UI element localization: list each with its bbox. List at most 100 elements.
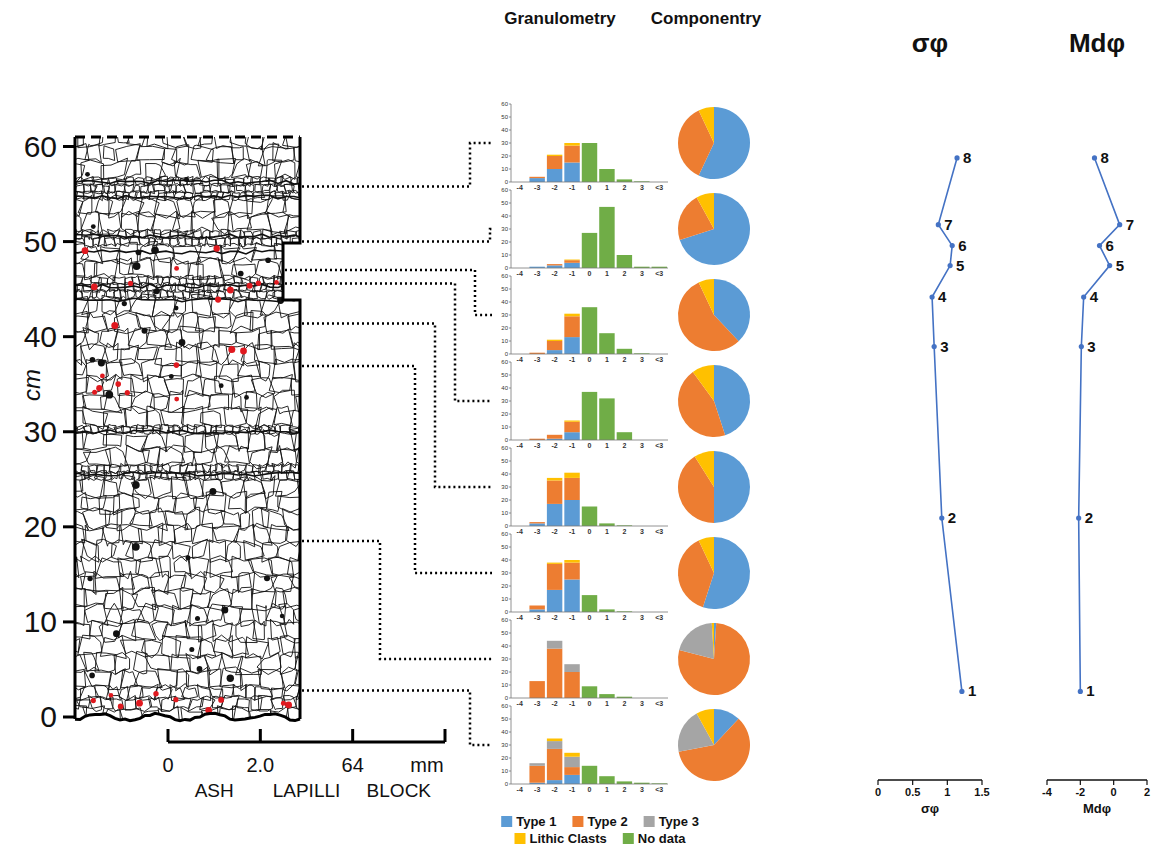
clast	[274, 406, 293, 426]
hist-bar	[529, 763, 544, 764]
x-tick-label: -4	[517, 184, 523, 191]
clast	[138, 276, 148, 286]
clast	[290, 332, 305, 347]
clast	[268, 637, 280, 656]
hist-bar	[529, 176, 544, 177]
lithic-dot	[87, 576, 92, 581]
red-clast-dot	[218, 697, 224, 703]
legend-label: Type 2	[587, 814, 627, 829]
clast	[128, 257, 154, 279]
y-tick	[509, 758, 511, 759]
x-tick-label: 1	[605, 614, 609, 621]
hist-bar	[564, 752, 579, 753]
clast	[303, 330, 323, 346]
hist-bar	[564, 260, 579, 263]
clast	[191, 145, 213, 162]
lithic-dot	[142, 328, 148, 334]
clast	[179, 425, 188, 435]
clast	[213, 199, 230, 218]
clast	[231, 393, 241, 412]
clast	[114, 313, 140, 334]
x-tick-label: -3	[534, 442, 540, 449]
y-tick-label: 40	[501, 643, 508, 649]
x-tick-label: -1	[569, 442, 575, 449]
clast	[252, 508, 269, 529]
x-tick	[912, 780, 913, 785]
point-label: 8	[963, 149, 971, 166]
x-tick-label: 3	[640, 442, 644, 449]
clast	[96, 465, 104, 474]
clast	[175, 493, 197, 514]
grain-class: LAPILLI	[273, 780, 341, 801]
clast	[245, 392, 257, 409]
pie-slice	[714, 451, 750, 523]
y-tick	[509, 276, 511, 277]
x-tick-label: 3	[640, 356, 644, 363]
hist-bar	[599, 207, 614, 268]
clast	[259, 361, 270, 381]
y-tick-label: 30	[501, 398, 508, 404]
y-tick	[509, 745, 511, 746]
clast	[95, 184, 104, 194]
y-tick	[509, 685, 511, 686]
clast	[173, 246, 201, 264]
clast	[164, 379, 183, 395]
y-tick-label: 50	[501, 544, 508, 550]
clast	[158, 447, 185, 467]
x-tick-label: <3	[655, 442, 663, 449]
hist-bar	[529, 438, 544, 439]
clast	[213, 623, 233, 642]
x-tick-label: 2	[622, 786, 626, 793]
clast	[185, 507, 200, 530]
x-axis	[1047, 779, 1147, 781]
hist-bar	[564, 316, 579, 337]
hist-bar	[564, 421, 579, 422]
clast	[306, 466, 314, 473]
hist-bar	[564, 775, 579, 784]
clast	[125, 696, 136, 711]
hist-bar	[547, 749, 562, 780]
y-tick-label: 50	[501, 716, 508, 722]
lithic-dot	[186, 555, 191, 560]
clast	[303, 525, 317, 544]
pie-slice	[693, 365, 714, 401]
clast	[298, 290, 308, 298]
clast	[219, 364, 238, 382]
x-tick-label: -4	[517, 442, 523, 449]
clast	[293, 143, 310, 164]
y-tick	[509, 255, 511, 256]
sample-leader	[302, 323, 492, 487]
red-clast-dot	[153, 691, 158, 696]
point-label: 3	[1087, 338, 1095, 355]
hist-bar	[547, 563, 562, 564]
hist-bar	[617, 255, 632, 268]
clast	[102, 343, 118, 363]
pie-slice	[679, 623, 714, 659]
x-tick	[1080, 780, 1081, 785]
hist-bar	[529, 176, 544, 177]
hist-bar	[547, 640, 562, 641]
y-tick-label: 60	[501, 101, 508, 107]
sample-leader	[302, 143, 492, 186]
red-clast-dot	[82, 247, 89, 254]
y-tick	[509, 289, 511, 290]
clast	[284, 184, 294, 193]
clast	[293, 343, 316, 361]
clast	[258, 695, 272, 711]
y-tick	[509, 547, 511, 548]
y-tick	[509, 612, 511, 613]
clast	[294, 359, 317, 382]
y-tick	[509, 328, 511, 329]
clast	[190, 290, 199, 299]
x-tick-label: 1	[944, 786, 950, 798]
hist-bar	[529, 438, 544, 439]
hist-bar	[582, 507, 597, 527]
y-tick	[63, 335, 75, 338]
clast	[287, 275, 299, 285]
clast	[251, 378, 275, 398]
column-base	[75, 713, 300, 721]
red-clast-dot	[174, 397, 179, 402]
x-tick-label: -3	[534, 614, 540, 621]
x-axis	[511, 268, 668, 269]
clast	[67, 432, 88, 452]
